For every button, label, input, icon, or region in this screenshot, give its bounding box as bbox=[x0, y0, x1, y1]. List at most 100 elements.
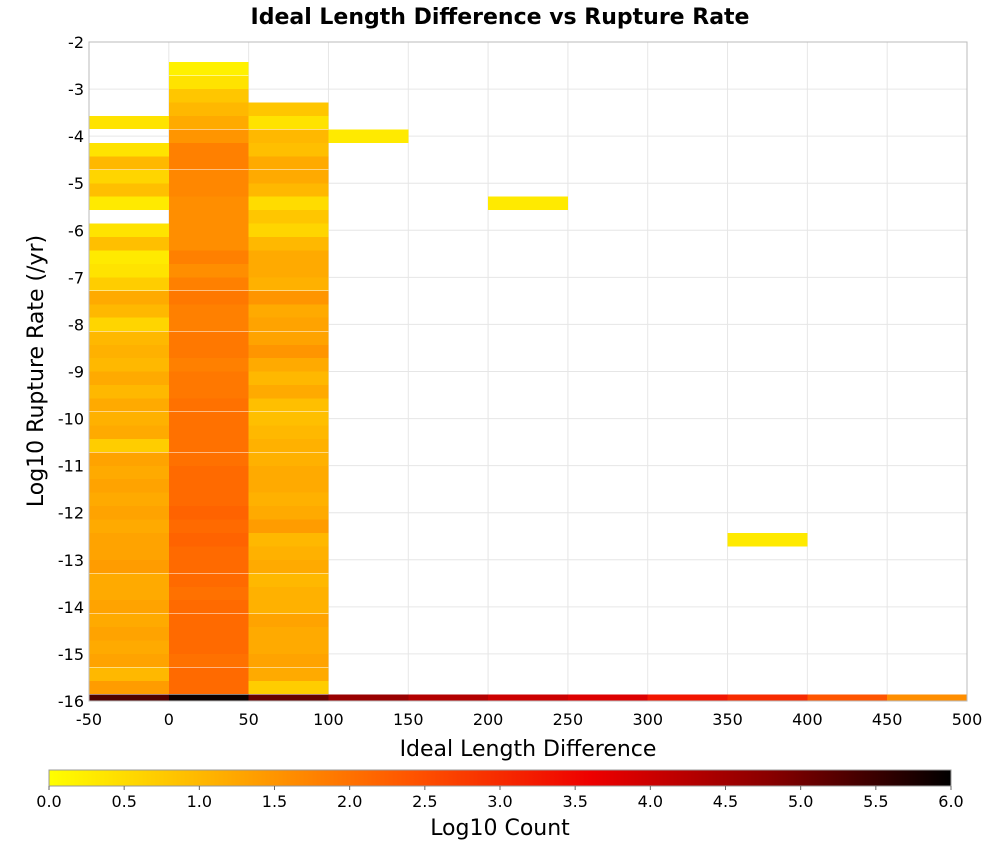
heatmap-cell bbox=[248, 546, 329, 560]
heatmap-cell bbox=[168, 223, 249, 238]
heatmap-cell bbox=[248, 479, 329, 493]
heatmap-cell bbox=[168, 169, 249, 184]
heatmap-cell bbox=[248, 452, 329, 466]
heatmap-cell bbox=[248, 519, 329, 534]
heatmap-cell bbox=[89, 385, 169, 399]
y-tick-label: -5 bbox=[68, 174, 84, 193]
y-tick-label: -8 bbox=[68, 315, 84, 334]
heatmap-cell bbox=[248, 680, 329, 695]
heatmap-cell bbox=[89, 465, 169, 479]
heatmap-cell bbox=[168, 344, 249, 358]
heatmap-cell bbox=[89, 519, 169, 534]
heatmap-cell bbox=[727, 532, 808, 547]
heatmap-cell bbox=[248, 492, 329, 506]
heatmap-cell bbox=[168, 532, 249, 547]
heatmap-cell bbox=[248, 613, 329, 628]
heatmap-cell bbox=[168, 586, 249, 600]
heatmap-cell bbox=[89, 626, 169, 641]
heatmap-cell bbox=[248, 371, 329, 385]
heatmap-cell bbox=[168, 425, 249, 439]
heatmap-cell bbox=[168, 183, 249, 197]
y-tick-label: -3 bbox=[68, 80, 84, 99]
heatmap-cell bbox=[248, 304, 329, 318]
y-tick-label: -16 bbox=[58, 692, 84, 711]
heatmap-cell bbox=[168, 237, 249, 251]
heatmap-cell bbox=[248, 505, 329, 520]
y-tick-label: -4 bbox=[68, 127, 84, 146]
heatmap-cell bbox=[248, 653, 329, 668]
heatmap-cell bbox=[168, 196, 249, 211]
heatmap-cell bbox=[248, 102, 329, 117]
heatmap-cell bbox=[168, 115, 249, 130]
heatmap-cell bbox=[248, 398, 329, 412]
heatmap-cell bbox=[168, 600, 249, 614]
heatmap-cell bbox=[488, 196, 568, 211]
heatmap-cell bbox=[408, 694, 489, 701]
heatmap-cell bbox=[727, 694, 808, 701]
heatmap-cell bbox=[248, 465, 329, 479]
heatmap-cell bbox=[567, 694, 648, 701]
heatmap-cell bbox=[248, 237, 329, 251]
heatmap-cell bbox=[168, 546, 249, 560]
heatmap-cell bbox=[248, 626, 329, 641]
heatmap-cell bbox=[89, 479, 169, 493]
heatmap-cell bbox=[89, 237, 169, 251]
heatmap-cell bbox=[89, 358, 169, 372]
heatmap-cell bbox=[647, 694, 728, 701]
heatmap-cell bbox=[168, 358, 249, 372]
heatmap-cell bbox=[89, 640, 169, 655]
colorbar-tick-label: 4.5 bbox=[713, 792, 738, 811]
x-tick-label: -50 bbox=[76, 710, 102, 729]
heatmap-cell bbox=[248, 640, 329, 655]
y-tick-label: -6 bbox=[68, 221, 84, 240]
heatmap-cell bbox=[168, 143, 249, 157]
heatmap-cell bbox=[89, 613, 169, 628]
chart-title: Ideal Length Difference vs Rupture Rate bbox=[251, 5, 750, 30]
heatmap-cell bbox=[89, 344, 169, 358]
x-tick-label: 150 bbox=[393, 710, 424, 729]
heatmap-cell bbox=[168, 452, 249, 466]
x-axis-ticks: -50 0 50 100 150 200 250 300 350 400 450 500 bbox=[76, 710, 982, 729]
heatmap-cell bbox=[89, 573, 169, 587]
x-tick-label: 100 bbox=[313, 710, 344, 729]
heatmap-cell bbox=[168, 559, 249, 574]
heatmap-cell bbox=[168, 129, 249, 143]
heatmap-cell bbox=[168, 492, 249, 506]
heatmap-cell bbox=[168, 371, 249, 385]
x-tick-label: 300 bbox=[632, 710, 663, 729]
heatmap-cell bbox=[89, 600, 169, 614]
heatmap-cell bbox=[248, 196, 329, 211]
heatmap-cell bbox=[248, 694, 329, 701]
heatmap-cell bbox=[168, 626, 249, 641]
heatmap-cell bbox=[328, 129, 409, 143]
heatmap-cell bbox=[89, 438, 169, 453]
heatmap-cell bbox=[89, 505, 169, 520]
heatmap-cell bbox=[248, 586, 329, 600]
heatmap-cell bbox=[168, 75, 249, 90]
heatmap-cell bbox=[807, 694, 888, 701]
heatmap-cell bbox=[168, 88, 249, 103]
colorbar-ticks: 0.0 0.5 1.0 1.5 2.0 2.5 3.0 3.5 4.0 4.5 5.0 5.5 6.0 bbox=[36, 786, 964, 811]
y-tick-label: -14 bbox=[58, 598, 84, 617]
heatmap-cell bbox=[248, 331, 329, 345]
heatmap-cell bbox=[248, 264, 329, 278]
colorbar-tick-label: 1.5 bbox=[262, 792, 287, 811]
heatmap-cell bbox=[328, 694, 409, 701]
heatmap-cell bbox=[89, 411, 169, 426]
heatmap-cell bbox=[248, 425, 329, 439]
plot-frame bbox=[88, 41, 968, 702]
heatmap-cell bbox=[89, 156, 169, 170]
heatmap-cell bbox=[248, 532, 329, 547]
heatmap-cell bbox=[168, 304, 249, 318]
heatmap-cell bbox=[89, 425, 169, 439]
heatmap-cell bbox=[248, 129, 329, 143]
heatmap-cell bbox=[89, 169, 169, 184]
heatmap-cell bbox=[89, 680, 169, 695]
colorbar-tick-label: 6.0 bbox=[938, 792, 963, 811]
x-tick-label: 400 bbox=[792, 710, 823, 729]
heatmap-cell bbox=[248, 317, 329, 332]
heatmap-cell bbox=[248, 573, 329, 587]
heatmap-cell bbox=[168, 317, 249, 332]
heatmap-cell bbox=[89, 586, 169, 600]
heatmap-cell bbox=[168, 465, 249, 479]
